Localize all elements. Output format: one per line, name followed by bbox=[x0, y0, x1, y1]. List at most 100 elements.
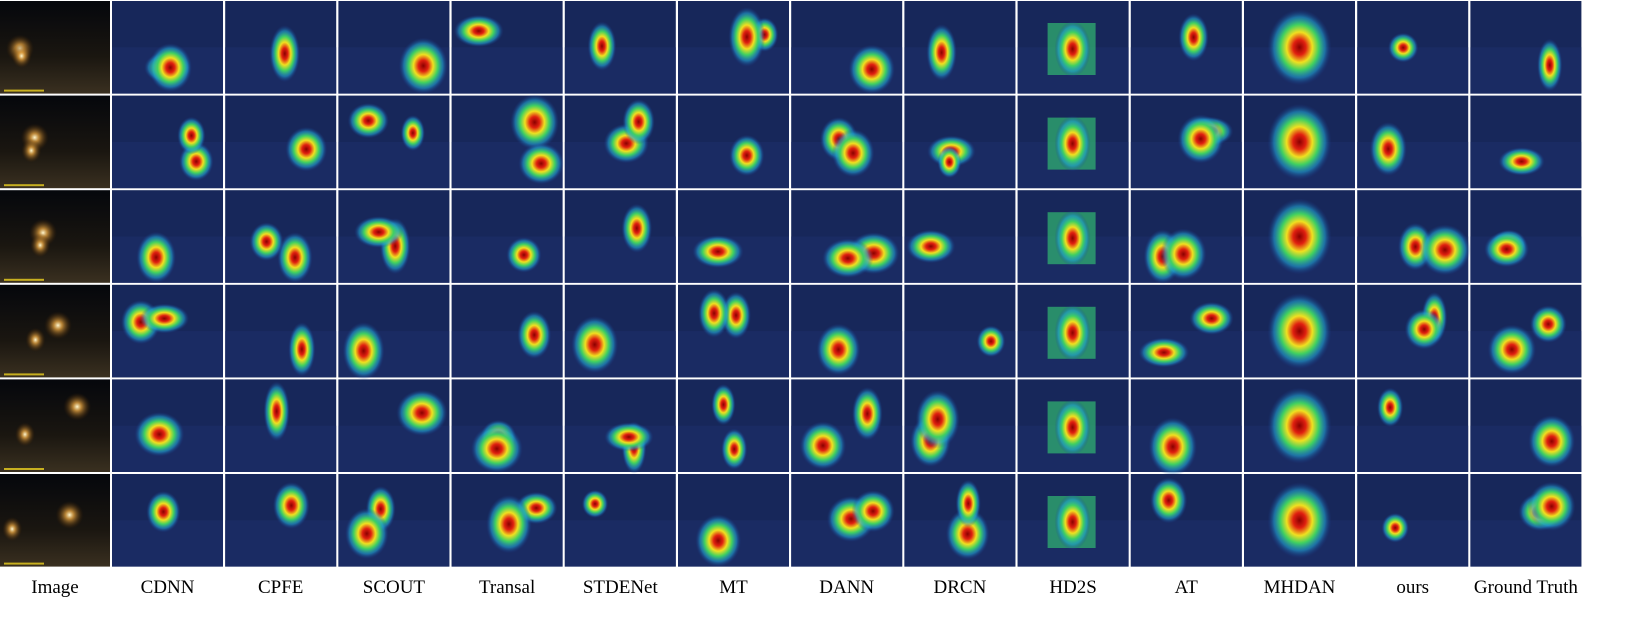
heat bbox=[851, 490, 895, 533]
column-label: HD2S bbox=[1049, 577, 1097, 598]
heat bbox=[263, 381, 290, 442]
heat bbox=[506, 237, 542, 273]
strip bbox=[4, 562, 44, 565]
heat bbox=[1267, 293, 1332, 370]
heat bbox=[915, 390, 960, 449]
heat bbox=[510, 94, 560, 151]
heat bbox=[571, 315, 619, 374]
heat bbox=[848, 44, 895, 94]
heat bbox=[1529, 305, 1567, 343]
heat bbox=[249, 222, 284, 261]
heat bbox=[621, 203, 653, 253]
heat bbox=[1054, 210, 1091, 267]
heat bbox=[587, 21, 617, 71]
strip bbox=[4, 468, 44, 470]
column-label: DRCN bbox=[934, 577, 987, 598]
heat bbox=[396, 389, 448, 436]
light bbox=[55, 500, 84, 529]
light bbox=[63, 392, 92, 421]
map-shade bbox=[904, 47, 1016, 94]
light bbox=[43, 311, 72, 340]
heat bbox=[945, 508, 990, 560]
heat bbox=[134, 412, 185, 457]
photo bbox=[0, 95, 110, 189]
heat bbox=[831, 128, 875, 178]
heat bbox=[1404, 309, 1444, 350]
heat bbox=[1054, 21, 1091, 77]
heat bbox=[1267, 198, 1332, 275]
heat bbox=[1178, 13, 1209, 62]
heat bbox=[398, 37, 448, 94]
heat bbox=[453, 14, 504, 48]
light bbox=[30, 233, 51, 258]
column-label: MT bbox=[719, 577, 748, 598]
heat bbox=[976, 325, 1006, 358]
heat bbox=[816, 323, 861, 376]
heat bbox=[852, 386, 883, 441]
light bbox=[25, 327, 46, 352]
heat bbox=[1267, 387, 1332, 464]
heat bbox=[1189, 301, 1234, 335]
heat bbox=[955, 479, 981, 528]
heat bbox=[342, 322, 385, 380]
heat bbox=[1148, 417, 1198, 477]
heat bbox=[1267, 482, 1332, 559]
heat bbox=[470, 424, 523, 473]
heat bbox=[354, 216, 404, 248]
heat bbox=[1054, 399, 1091, 456]
heat bbox=[1377, 387, 1404, 428]
heat bbox=[698, 288, 730, 338]
heat bbox=[926, 24, 957, 81]
heat bbox=[906, 229, 956, 264]
heat bbox=[400, 115, 426, 151]
light bbox=[21, 138, 42, 163]
strip bbox=[4, 184, 44, 187]
heat bbox=[518, 142, 564, 185]
heat bbox=[822, 238, 874, 278]
heat bbox=[799, 421, 847, 470]
heat bbox=[581, 489, 609, 519]
heat bbox=[517, 311, 552, 359]
heat bbox=[604, 422, 654, 452]
column-label: CPFE bbox=[258, 577, 303, 598]
heat bbox=[711, 383, 736, 426]
heat bbox=[1369, 121, 1407, 176]
map-shade bbox=[678, 331, 789, 378]
heat bbox=[1484, 231, 1530, 268]
heat bbox=[1054, 304, 1091, 361]
map-shade bbox=[1357, 520, 1469, 567]
heat bbox=[1537, 38, 1563, 92]
heat bbox=[1054, 494, 1091, 550]
map-shade bbox=[451, 47, 563, 94]
column-label: Transal bbox=[479, 577, 535, 598]
heat bbox=[1419, 224, 1471, 276]
heat bbox=[1054, 115, 1091, 172]
light bbox=[11, 44, 32, 68]
light bbox=[2, 517, 23, 541]
heat bbox=[146, 490, 181, 533]
column-label: Ground Truth bbox=[1474, 577, 1578, 598]
strip bbox=[4, 373, 44, 376]
heat bbox=[729, 134, 765, 177]
map-shade bbox=[564, 520, 676, 567]
heat bbox=[692, 235, 744, 268]
map-shade bbox=[564, 236, 676, 283]
strip bbox=[4, 89, 44, 92]
column-label: MHDAN bbox=[1264, 577, 1336, 598]
heat bbox=[177, 116, 206, 155]
heat bbox=[622, 99, 655, 145]
heat bbox=[1487, 324, 1537, 375]
heat bbox=[1138, 337, 1190, 368]
heat bbox=[486, 494, 532, 554]
column-label: ours bbox=[1396, 577, 1429, 598]
heat bbox=[1150, 477, 1188, 524]
heat bbox=[1527, 481, 1576, 531]
strip bbox=[4, 278, 44, 281]
heat bbox=[277, 232, 313, 283]
column-label: AT bbox=[1175, 577, 1199, 598]
map-shade bbox=[1470, 47, 1582, 94]
heat bbox=[272, 482, 310, 529]
heat bbox=[721, 428, 748, 470]
